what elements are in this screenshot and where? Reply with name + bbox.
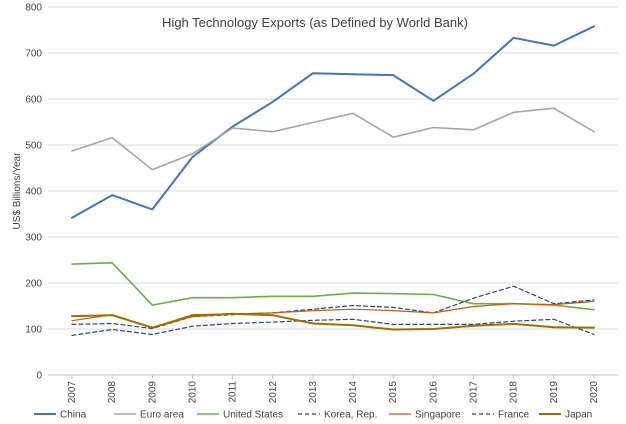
x-tick-label: 2018 [509, 381, 520, 404]
x-tick-label: 2019 [549, 381, 560, 404]
legend-label-singapore: Singapore [415, 410, 461, 421]
x-tick-label: 2015 [388, 381, 399, 404]
x-tick-label: 2013 [308, 381, 319, 404]
legend-label-japan: Japan [565, 410, 592, 421]
x-axis-ticks: 2007 2008 2009 2010 2011 2012 2013 2014 2015 2016… [67, 375, 600, 403]
x-tick-label: 2010 [187, 381, 198, 404]
y-tick-label: 0 [36, 371, 42, 382]
x-tick-label: 2017 [469, 381, 480, 404]
y-tick-label: 700 [25, 49, 42, 60]
series-line-euro-area [71, 107, 595, 171]
x-tick-label: 2020 [589, 381, 600, 404]
y-tick-label: 400 [25, 187, 42, 198]
series-line-japan [71, 312, 595, 331]
legend-label-united-states: United States [223, 410, 283, 421]
x-tick-label: 2016 [428, 381, 439, 404]
legend-label-china: China [60, 410, 87, 421]
gridlines [48, 6, 618, 376]
x-tick-label: 2008 [107, 381, 118, 404]
x-tick-label: 2009 [147, 381, 158, 404]
y-tick-label: 600 [25, 95, 42, 106]
series-line-france [71, 318, 595, 336]
y-tick-label: 100 [25, 325, 42, 336]
x-tick-label: 2011 [228, 381, 239, 403]
x-tick-label: 2014 [348, 381, 359, 404]
x-tick-label: 2012 [268, 381, 279, 404]
chart-title: High Technology Exports (as Defined by W… [162, 15, 468, 30]
series-lines [71, 25, 595, 336]
legend-label-france: France [498, 410, 530, 421]
y-axis-label: US$ Billions/Year [12, 152, 23, 230]
y-axis-ticks: 0 100 200 300 400 500 600 700 800 [25, 3, 42, 382]
y-tick-label: 800 [25, 3, 42, 14]
y-tick-label: 200 [25, 279, 42, 290]
legend-label-korea-rep: Korea, Rep. [324, 410, 377, 421]
y-tick-label: 500 [25, 141, 42, 152]
series-line-china [71, 25, 595, 219]
legend-label-euro-area: Euro area [140, 410, 184, 421]
y-tick-label: 300 [25, 233, 42, 244]
x-tick-label: 2007 [67, 381, 78, 404]
legend: China Euro area United States Korea, Rep. Si… [34, 410, 592, 421]
